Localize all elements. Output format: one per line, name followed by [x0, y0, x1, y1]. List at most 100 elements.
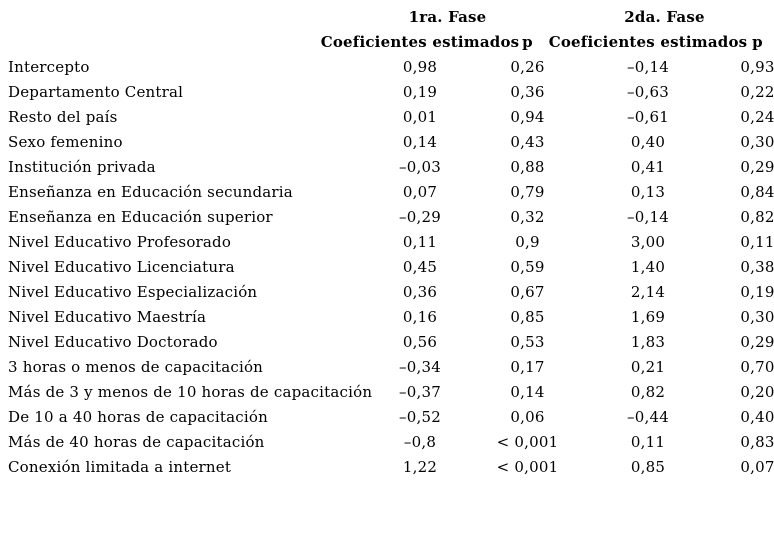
- phase1-p-value: 0,88: [510, 158, 545, 176]
- phase2-coef-value: 0,21: [630, 358, 666, 376]
- phase1-header: 1ra. Fase: [408, 8, 487, 26]
- phase2-coef-value: –0,44: [627, 408, 669, 426]
- row-label: Nivel Educativo Profesorado: [8, 233, 232, 251]
- phase2-p-value: 0,30: [740, 308, 774, 326]
- row-label: Nivel Educativo Especialización: [8, 283, 258, 301]
- phase2-coef-value: 3,00: [630, 233, 666, 251]
- row-label: De 10 a 40 horas de capacitación: [8, 408, 268, 426]
- table-row: Nivel Educativo Maestría 0,16 0,85 1,69 …: [0, 305, 774, 330]
- phase1-p-value: 0,94: [510, 108, 545, 126]
- phase1-p-value: 0,14: [510, 383, 545, 401]
- phase2-coef-value: –0,61: [627, 108, 669, 126]
- phase2-coef-value: 0,11: [630, 433, 666, 451]
- row-label: Más de 40 horas de capacitación: [8, 433, 265, 451]
- table-row: Conexión limitada a internet 1,22 < 0,00…: [0, 455, 774, 480]
- row-label: Enseñanza en Educación superior: [8, 208, 273, 226]
- row-label: Nivel Educativo Maestría: [8, 308, 207, 326]
- row-label: Nivel Educativo Licenciatura: [8, 258, 235, 276]
- phase2-coef-value: –0,14: [627, 208, 669, 226]
- phase2-coef-value: –0,14: [627, 58, 669, 76]
- phase2-coef-value: 0,13: [630, 183, 666, 201]
- phase2-p-value: 0,29: [740, 158, 774, 176]
- phase1-coef-value: –0,8: [403, 433, 437, 451]
- phase2-coef-value: 1,83: [630, 333, 666, 351]
- phase2-p-value: 0,83: [740, 433, 774, 451]
- table-row: Nivel Educativo Doctorado 0,56 0,53 1,83…: [0, 330, 774, 355]
- phase-header-row: 1ra. Fase 2da. Fase: [0, 5, 774, 30]
- phase1-p-value: 0,59: [510, 258, 545, 276]
- table-row: Más de 3 y menos de 10 horas de capacita…: [0, 380, 774, 405]
- phase2-coef-value: 2,14: [630, 283, 666, 301]
- phase1-coef-value: 0,07: [402, 183, 438, 201]
- phase2-coef-value: 0,40: [630, 133, 666, 151]
- phase1-p-value: 0,9: [515, 233, 540, 251]
- table-row: Intercepto 0,98 0,26 –0,14 0,93: [0, 55, 774, 80]
- phase2-coef-value: 1,40: [630, 258, 666, 276]
- phase2-coef-value: 0,82: [630, 383, 666, 401]
- row-label: Institución privada: [8, 158, 156, 176]
- row-label: Sexo femenino: [8, 133, 123, 151]
- table-row: Departamento Central 0,19 0,36 –0,63 0,2…: [0, 80, 774, 105]
- phase1-coef-value: 0,98: [402, 58, 438, 76]
- phase1-p-value: 0,67: [510, 283, 545, 301]
- phase1-coef-value: 0,45: [402, 258, 438, 276]
- phase2-p-value: 0,40: [740, 408, 774, 426]
- phase1-p-column-header: p: [522, 33, 533, 51]
- phase1-coef-column-header: Coeficientes estimados: [320, 33, 520, 51]
- phase1-p-value: < 0,001: [496, 458, 559, 476]
- row-label: Resto del país: [8, 108, 118, 126]
- phase2-p-value: 0,20: [740, 383, 774, 401]
- phase1-p-value: 0,85: [510, 308, 545, 326]
- phase1-p-value: 0,32: [510, 208, 545, 226]
- phase1-p-value: 0,53: [510, 333, 545, 351]
- row-label: Nivel Educativo Doctorado: [8, 333, 218, 351]
- row-label: Enseñanza en Educación secundaria: [8, 183, 293, 201]
- phase2-coef-value: 1,69: [630, 308, 666, 326]
- row-label: 3 horas o menos de capacitación: [8, 358, 264, 376]
- phase2-p-column-header: p: [752, 33, 763, 51]
- table-row: Nivel Educativo Licenciatura 0,45 0,59 1…: [0, 255, 774, 280]
- phase1-p-value: 0,06: [510, 408, 545, 426]
- phase2-coef-value: 0,85: [630, 458, 666, 476]
- phase1-coef-value: 0,36: [402, 283, 438, 301]
- table-row: Sexo femenino 0,14 0,43 0,40 0,30: [0, 130, 774, 155]
- phase1-coef-value: 0,01: [402, 108, 438, 126]
- table-row: Más de 40 horas de capacitación –0,8 < 0…: [0, 430, 774, 455]
- phase2-coef-value: –0,63: [627, 83, 669, 101]
- phase1-p-value: 0,36: [510, 83, 545, 101]
- phase1-coef-value: 0,11: [402, 233, 438, 251]
- phase2-p-value: 0,19: [740, 283, 774, 301]
- phase2-p-value: 0,93: [740, 58, 774, 76]
- phase2-p-value: 0,82: [740, 208, 774, 226]
- phase2-p-value: 0,07: [740, 458, 774, 476]
- row-label: Departamento Central: [8, 83, 184, 101]
- phase1-coef-value: –0,52: [399, 408, 441, 426]
- phase2-p-value: 0,30: [740, 133, 774, 151]
- table-row: Enseñanza en Educación secundaria 0,07 0…: [0, 180, 774, 205]
- coefficients-table: 1ra. Fase 2da. Fase Coeficientes estimad…: [0, 5, 774, 480]
- table-row: Enseñanza en Educación superior –0,29 0,…: [0, 205, 774, 230]
- phase1-coef-value: –0,34: [399, 358, 441, 376]
- row-label: Más de 3 y menos de 10 horas de capacita…: [8, 383, 373, 401]
- phase2-p-value: 0,22: [740, 83, 774, 101]
- phase1-coef-value: 0,19: [402, 83, 438, 101]
- row-label: Conexión limitada a internet: [8, 458, 232, 476]
- table-body: Intercepto 0,98 0,26 –0,14 0,93 Departam…: [0, 55, 774, 480]
- table-row: Resto del país 0,01 0,94 –0,61 0,24: [0, 105, 774, 130]
- table-row: Nivel Educativo Profesorado 0,11 0,9 3,0…: [0, 230, 774, 255]
- phase1-coef-value: 0,16: [402, 308, 438, 326]
- phase2-p-value: 0,38: [740, 258, 774, 276]
- phase2-p-value: 0,11: [740, 233, 774, 251]
- table-row: De 10 a 40 horas de capacitación –0,52 0…: [0, 405, 774, 430]
- phase1-p-value: 0,79: [510, 183, 545, 201]
- phase1-coef-value: –0,37: [399, 383, 441, 401]
- phase1-p-value: 0,26: [510, 58, 545, 76]
- phase2-coef-value: 0,41: [630, 158, 666, 176]
- phase1-coef-value: –0,03: [399, 158, 441, 176]
- phase1-coef-value: 0,56: [402, 333, 438, 351]
- phase2-header: 2da. Fase: [624, 8, 705, 26]
- phase2-coef-column-header: Coeficientes estimados: [548, 33, 748, 51]
- column-header-row: Coeficientes estimados p Coeficientes es…: [0, 30, 774, 55]
- phase1-p-value: < 0,001: [496, 433, 559, 451]
